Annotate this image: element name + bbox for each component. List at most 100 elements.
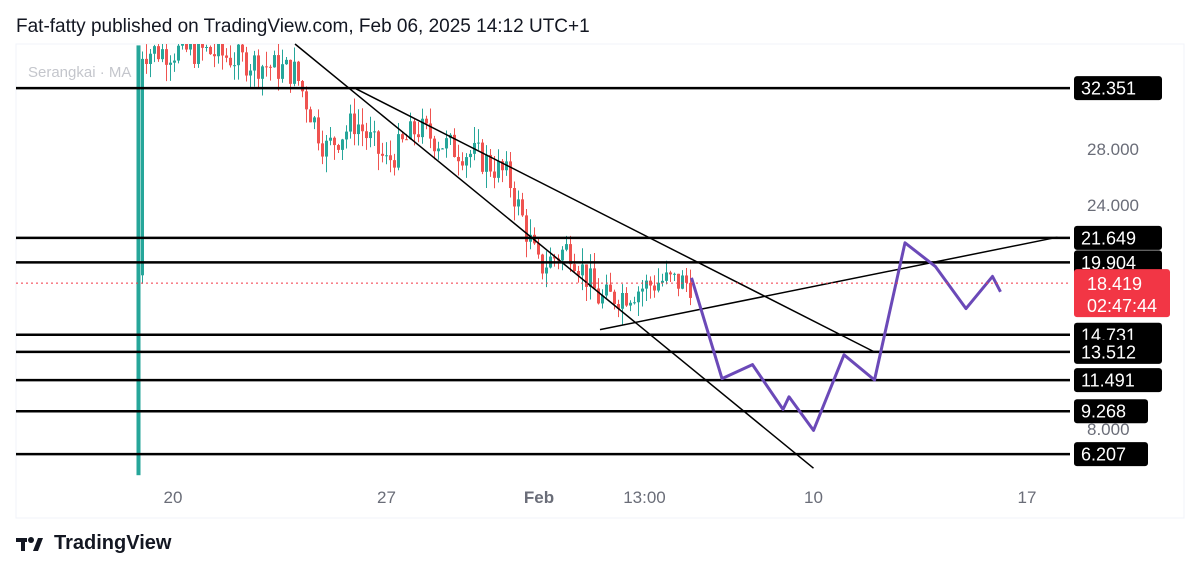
level-label: 19.904 [1081, 253, 1136, 273]
candle-body [325, 140, 328, 157]
candle-body [585, 264, 588, 287]
candle-body [581, 264, 584, 276]
candle-body [317, 117, 320, 144]
footer: TradingView [16, 532, 171, 555]
candle-body [461, 161, 464, 166]
candle-body [605, 284, 608, 296]
candle-body [233, 65, 236, 67]
last-price-label: 18.419 [1087, 274, 1142, 294]
candle-body [405, 139, 408, 141]
candle-body [165, 49, 168, 65]
candle-body [685, 275, 688, 283]
trend-line[interactable] [355, 88, 875, 353]
candle-body [397, 134, 400, 168]
candle-body [241, 44, 244, 53]
tradingview-logo-icon [16, 536, 43, 551]
candle-body [345, 131, 348, 140]
candle-body [425, 118, 428, 124]
level-tag [1074, 442, 1148, 467]
candle-body [645, 280, 648, 289]
level-label: 9.268 [1081, 402, 1126, 422]
candle-body [269, 66, 272, 68]
candle-body [361, 124, 364, 132]
candle-body [169, 62, 172, 65]
candle-body [197, 44, 200, 64]
candle-body [153, 46, 156, 54]
level-tag [1074, 368, 1162, 393]
y-tick-label: 28.000 [1087, 140, 1139, 159]
x-axis: 20 27 Feb 13:00 10 17 [164, 488, 1037, 507]
candle-body [369, 132, 372, 139]
candle-body [149, 53, 152, 64]
x-tick-label: 17 [1018, 488, 1037, 507]
candle-body [217, 44, 220, 57]
level-tag [1074, 250, 1162, 275]
candle-body [537, 243, 540, 255]
candle-body [465, 157, 468, 166]
candle-body [265, 66, 268, 68]
y-tick-label: 24.000 [1087, 196, 1139, 215]
candle-body [273, 55, 276, 68]
candle-body [417, 134, 420, 138]
candle-body [181, 44, 184, 46]
candle-body [141, 58, 144, 276]
candle-body [225, 55, 228, 58]
candle-body [545, 267, 548, 274]
candle-body [633, 302, 636, 304]
candle-body [237, 44, 240, 66]
candle-body [393, 160, 396, 168]
candle-body [457, 156, 460, 162]
candle-body [657, 282, 660, 291]
candle-body [413, 121, 416, 135]
candle-body [445, 138, 448, 149]
candle-body [469, 153, 472, 158]
trend-line[interactable] [599, 236, 1058, 331]
projection-path[interactable] [690, 241, 1002, 432]
candle-body [441, 148, 444, 150]
candle-body [365, 131, 368, 139]
level-label: 13.512 [1081, 342, 1136, 362]
listing-candle [136, 45, 141, 476]
candle-body [601, 295, 604, 304]
candle-body [553, 256, 556, 259]
candle-body [497, 161, 500, 178]
candle-body [261, 66, 264, 79]
publish-info: Fat-fatty published on TradingView.com, … [16, 16, 590, 37]
brand-name: TradingView [54, 532, 172, 554]
candle-body [161, 49, 164, 60]
candle-body [145, 58, 148, 64]
candle-body [357, 124, 360, 135]
candle-body [609, 284, 612, 292]
candle-body [349, 113, 352, 132]
level-tag [1074, 225, 1162, 250]
candle-body [437, 148, 440, 152]
level-label: 6.207 [1081, 445, 1126, 465]
candle-body [593, 268, 596, 289]
candle-body [649, 280, 652, 286]
x-tick-label: 10 [804, 488, 823, 507]
candle-body [597, 288, 600, 304]
trend-line[interactable] [294, 43, 814, 469]
candle-body [401, 134, 404, 140]
candle-body [173, 60, 176, 63]
candle-body [477, 142, 480, 144]
candle-body [653, 285, 656, 291]
candle-body [221, 44, 224, 56]
candle-body [253, 55, 256, 71]
candle-body [377, 131, 380, 154]
candle-body [673, 273, 676, 275]
price-chart[interactable]: 32.35121.64919.90414.73113.51211.4919.26… [0, 0, 1200, 520]
candle-body [257, 55, 260, 79]
candle-body [285, 59, 288, 65]
candle-body [321, 143, 324, 157]
candle-body [489, 154, 492, 172]
candle-body [213, 54, 216, 57]
candle-body [249, 70, 252, 76]
level-label: 32.351 [1081, 79, 1136, 99]
level-tag [1074, 76, 1162, 101]
chart-frame [15, 43, 1185, 519]
x-tick-label: 13:00 [623, 488, 666, 507]
candle-body [677, 273, 680, 289]
trendlines-layer [294, 43, 1058, 469]
candle-body [689, 282, 692, 298]
